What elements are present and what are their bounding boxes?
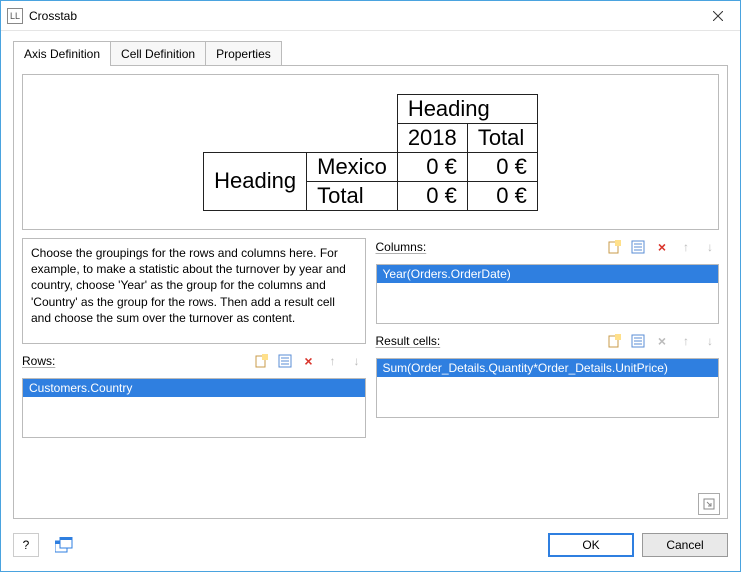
- rows-props-icon[interactable]: [276, 352, 294, 370]
- results-delete-icon: ×: [653, 332, 671, 350]
- results-down-icon: ↓: [701, 332, 719, 350]
- rows-list[interactable]: Customers.Country: [22, 378, 366, 438]
- columns-list[interactable]: Year(Orders.OrderDate): [376, 264, 720, 324]
- crosstab-preview: Heading 2018 Total Heading Mexico 0 € 0 …: [22, 74, 719, 230]
- cols-props-icon[interactable]: [629, 238, 647, 256]
- results-item[interactable]: Sum(Order_Details.Quantity*Order_Details…: [377, 359, 719, 377]
- axis-definition-panel: Heading 2018 Total Heading Mexico 0 € 0 …: [13, 65, 728, 519]
- client-area: Axis Definition Cell Definition Properti…: [1, 31, 740, 529]
- tab-axis-definition[interactable]: Axis Definition: [13, 41, 111, 66]
- middle-grid: Choose the groupings for the rows and co…: [22, 238, 719, 438]
- preview-total-row-value: 0 €: [397, 181, 467, 210]
- rows-item[interactable]: Customers.Country: [23, 379, 365, 397]
- tab-row: Axis Definition Cell Definition Properti…: [13, 41, 728, 66]
- columns-item[interactable]: Year(Orders.OrderDate): [377, 265, 719, 283]
- ok-button[interactable]: OK: [548, 533, 634, 557]
- preview-row-total: Total: [307, 181, 398, 210]
- results-new-icon[interactable]: [605, 332, 623, 350]
- cancel-button[interactable]: Cancel: [642, 533, 728, 557]
- preview-col-heading: Heading: [397, 94, 537, 123]
- windows-icon[interactable]: [51, 533, 77, 557]
- button-bar: ? OK Cancel: [1, 529, 740, 571]
- preview-table: Heading 2018 Total Heading Mexico 0 € 0 …: [203, 94, 538, 211]
- preview-row-value: Mexico: [307, 152, 398, 181]
- results-header: Result cells: × ↑ ↓: [376, 332, 720, 350]
- results-up-icon: ↑: [677, 332, 695, 350]
- preview-total-row-total: 0 €: [467, 181, 537, 210]
- results-props-icon[interactable]: [629, 332, 647, 350]
- app-icon: LL: [7, 8, 23, 24]
- results-label: Result cells:: [376, 334, 606, 348]
- columns-header: Columns: × ↑ ↓: [376, 238, 720, 256]
- rows-delete-icon[interactable]: ×: [300, 352, 318, 370]
- rows-header: Rows: × ↑ ↓: [22, 352, 366, 370]
- rows-up-icon: ↑: [324, 352, 342, 370]
- tab-properties[interactable]: Properties: [205, 41, 282, 66]
- close-button[interactable]: [695, 1, 740, 31]
- rows-new-icon[interactable]: [252, 352, 270, 370]
- cols-up-icon: ↑: [677, 238, 695, 256]
- cols-down-icon: ↓: [701, 238, 719, 256]
- preview-row-heading: Heading: [204, 152, 307, 210]
- columns-label: Columns:: [376, 240, 606, 254]
- description-text: Choose the groupings for the rows and co…: [22, 238, 366, 344]
- results-list[interactable]: Sum(Order_Details.Quantity*Order_Details…: [376, 358, 720, 418]
- expand-icon[interactable]: [698, 493, 720, 515]
- window-title: Crosstab: [29, 9, 695, 23]
- cols-new-icon[interactable]: [605, 238, 623, 256]
- rows-label: Rows:: [22, 354, 252, 368]
- preview-cell-value: 0 €: [397, 152, 467, 181]
- tab-cell-definition[interactable]: Cell Definition: [110, 41, 206, 66]
- titlebar: LL Crosstab: [1, 1, 740, 31]
- preview-col-total: Total: [467, 123, 537, 152]
- cols-delete-icon[interactable]: ×: [653, 238, 671, 256]
- preview-cell-total: 0 €: [467, 152, 537, 181]
- preview-col-value: 2018: [397, 123, 467, 152]
- rows-down-icon: ↓: [348, 352, 366, 370]
- help-button[interactable]: ?: [13, 533, 39, 557]
- crosstab-dialog: LL Crosstab Axis Definition Cell Definit…: [0, 0, 741, 572]
